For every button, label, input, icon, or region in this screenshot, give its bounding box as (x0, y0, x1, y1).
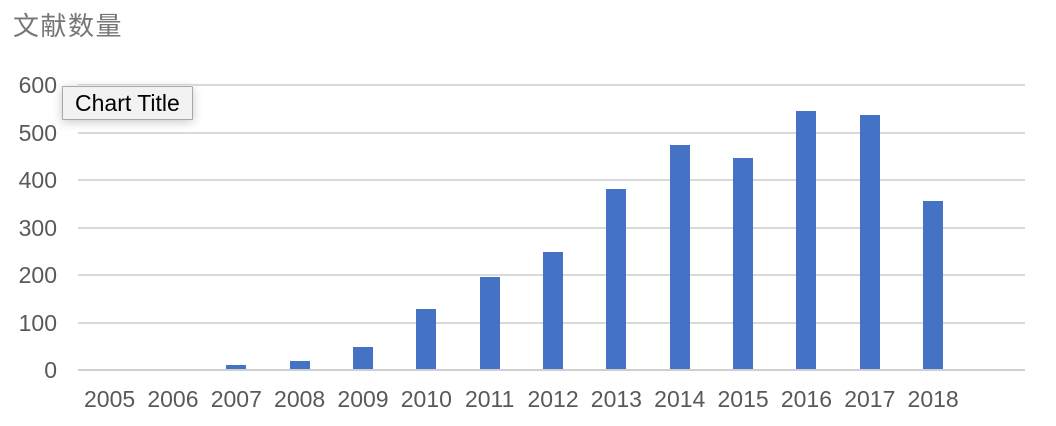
y-axis-label: 500 (18, 119, 57, 146)
bar-2014[interactable] (669, 145, 690, 370)
x-axis-label: 2006 (147, 386, 199, 412)
bar-2009[interactable] (353, 347, 373, 370)
chart-title-tooltip: Chart Title (62, 86, 193, 120)
chart-title: 文献数量 (13, 11, 124, 41)
bar-2008[interactable] (289, 360, 310, 370)
x-axis-label: 2017 (844, 386, 896, 412)
bar-2018[interactable] (923, 201, 944, 370)
gridline (78, 131, 1025, 134)
bar-2017[interactable] (859, 115, 880, 370)
bar-2007[interactable] (226, 365, 247, 370)
x-axis-label: 2009 (337, 386, 389, 412)
bar-2015[interactable] (733, 158, 754, 370)
x-axis-label: 2007 (210, 386, 262, 412)
x-axis-label: 2005 (84, 386, 136, 412)
y-axis-label: 100 (18, 309, 57, 336)
gridline (78, 84, 1025, 86)
x-axis-line (78, 369, 1025, 371)
y-axis-label: 300 (18, 214, 57, 241)
y-axis-label: 200 (18, 262, 57, 288)
y-axis-label: 600 (18, 72, 57, 98)
bar-2016[interactable] (796, 111, 817, 370)
y-axis-label: 0 (44, 357, 57, 383)
x-axis-label: 2011 (464, 386, 515, 412)
bar-2013[interactable] (606, 188, 627, 370)
y-axis-label: 400 (18, 167, 57, 193)
x-axis-label: 2012 (527, 386, 579, 412)
x-axis-label: 2014 (654, 386, 706, 412)
x-axis-label: 2010 (400, 386, 452, 412)
bar-2010[interactable] (416, 309, 437, 370)
bar-2012[interactable] (543, 252, 564, 370)
x-axis-label: 2018 (907, 386, 959, 412)
bar-2011[interactable] (479, 277, 500, 370)
gridline (78, 179, 1025, 181)
x-axis-label: 2013 (590, 386, 642, 412)
x-axis-label: 2016 (780, 386, 833, 412)
x-axis-label: 2015 (717, 386, 769, 412)
x-axis-label: 2008 (274, 386, 326, 412)
gridline (78, 226, 1025, 229)
